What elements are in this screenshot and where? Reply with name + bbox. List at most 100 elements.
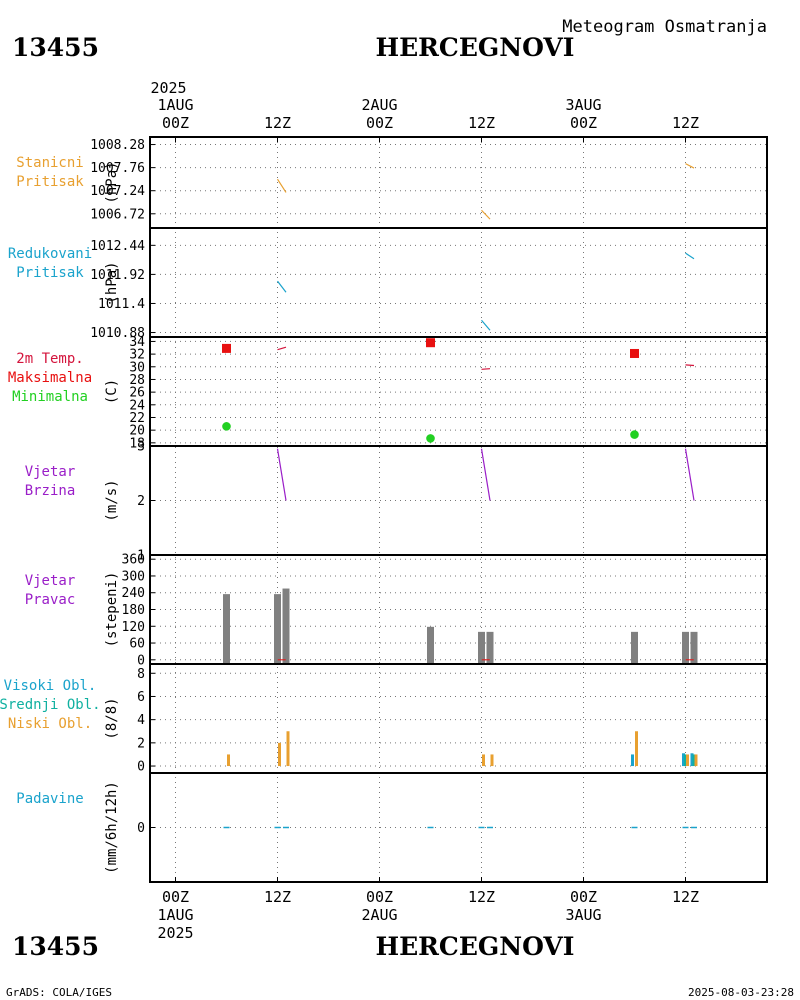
top-axis-date-label: 2AUG bbox=[361, 96, 397, 114]
cloud-bar bbox=[278, 742, 281, 767]
y-tick-label: 240 bbox=[122, 586, 145, 601]
max-temp-marker bbox=[630, 348, 639, 358]
panel-unit-label: (hPa) bbox=[104, 161, 120, 203]
series-line-segment bbox=[685, 364, 695, 367]
y-tick-label: 360 bbox=[122, 553, 145, 568]
panel-label: Padavine bbox=[16, 791, 83, 807]
bottom-axis-date-label: 1AUG bbox=[157, 906, 193, 924]
wind-direction-bar bbox=[427, 626, 434, 664]
panel-label: Maksimalna bbox=[8, 370, 92, 386]
y-tick-label: 0 bbox=[137, 760, 145, 775]
top-axis-year-label: 2025 bbox=[150, 79, 186, 97]
wind-direction-bar bbox=[478, 631, 485, 664]
max-temp-marker bbox=[426, 338, 435, 348]
max-temp-marker bbox=[222, 343, 231, 353]
y-tick-label: 60 bbox=[129, 637, 145, 652]
cloud-bar bbox=[682, 753, 685, 767]
y-tick-label: 120 bbox=[122, 620, 145, 635]
series-line-segment bbox=[481, 319, 491, 331]
top-axis-date-label: 1AUG bbox=[157, 96, 193, 114]
series-line-segment bbox=[277, 280, 287, 293]
wind-direction-bar bbox=[223, 594, 230, 664]
y-tick-label: 1011.92 bbox=[90, 268, 145, 283]
bottom-axis-date-label: 2AUG bbox=[361, 906, 397, 924]
series-line-segment bbox=[481, 209, 491, 220]
y-tick-label: 34 bbox=[129, 335, 145, 350]
wind-direction-bar bbox=[486, 631, 494, 664]
bottom-axis-year-label: 2025 bbox=[157, 924, 193, 942]
y-tick-label: 1007.76 bbox=[90, 161, 145, 176]
cloud-bar bbox=[692, 754, 696, 767]
panel-label: Minimalna bbox=[12, 389, 88, 405]
y-tick-label: 1008.28 bbox=[90, 138, 145, 153]
footer-timestamp: 2025-08-03-23:28 bbox=[688, 986, 794, 999]
cloud-bar bbox=[684, 754, 687, 767]
panel-label: Redukovani bbox=[8, 246, 92, 262]
y-tick-label: 3 bbox=[137, 440, 145, 455]
y-tick-label: 26 bbox=[129, 386, 145, 401]
series-line-segment bbox=[276, 448, 287, 501]
cloud-bar bbox=[631, 754, 634, 767]
wind-direction-bar bbox=[282, 588, 290, 664]
panel-temperature: 2m Temp. Maksimalna Minimalna (C) 3432302826… bbox=[8, 335, 767, 451]
panel-label: Pritisak bbox=[16, 174, 84, 190]
y-tick-label: 28 bbox=[129, 373, 145, 388]
y-tick-label: 2 bbox=[137, 736, 145, 751]
cloud-bar bbox=[482, 754, 485, 767]
y-tick-label: 4 bbox=[137, 713, 145, 728]
series-line-segment bbox=[480, 448, 491, 501]
y-tick-label: 8 bbox=[137, 667, 145, 682]
bottom-axis-date-label: 3AUG bbox=[565, 906, 601, 924]
panel-unit-label: (8/8) bbox=[104, 697, 120, 739]
y-tick-label: 18 bbox=[129, 436, 145, 451]
y-tick-label: 0 bbox=[137, 653, 145, 668]
station-name-top: HERCEGNOVI bbox=[375, 33, 574, 62]
cloud-bar bbox=[635, 731, 638, 767]
top-axis-hour-label: 12Z bbox=[264, 114, 291, 132]
y-tick-label: 1 bbox=[137, 549, 145, 564]
y-tick-label: 22 bbox=[129, 411, 145, 426]
top-axis-date-label: 3AUG bbox=[565, 96, 601, 114]
bottom-axis-hour-label: 12Z bbox=[468, 888, 495, 906]
series-line-segment bbox=[277, 346, 287, 351]
panel-label: Visoki Obl. bbox=[4, 678, 97, 694]
y-tick-label: 1012.44 bbox=[90, 239, 145, 254]
bottom-axis-hour-label: 12Z bbox=[672, 888, 699, 906]
cloud-bar bbox=[490, 754, 494, 767]
panel-label: Brzina bbox=[25, 483, 76, 499]
panel-unit-label: (hPa) bbox=[104, 261, 120, 303]
min-temp-marker bbox=[426, 434, 435, 443]
top-axis-hour-label: 00Z bbox=[366, 114, 393, 132]
panel-unit-label: (m/s) bbox=[104, 479, 120, 521]
min-temp-marker bbox=[630, 430, 639, 439]
y-tick-label: 1007.24 bbox=[90, 184, 145, 199]
top-axis-hour-label: 00Z bbox=[162, 114, 189, 132]
station-name-bottom: HERCEGNOVI bbox=[375, 932, 574, 961]
bottom-axis-hour-label: 00Z bbox=[570, 888, 597, 906]
panel-label: Vjetar bbox=[25, 464, 76, 480]
bottom-axis-hour-label: 12Z bbox=[264, 888, 291, 906]
wind-direction-bar bbox=[682, 631, 689, 664]
y-tick-label: 20 bbox=[129, 424, 145, 439]
wind-direction-bar bbox=[274, 594, 281, 664]
series-line-segment bbox=[276, 178, 287, 193]
panel-station_pressure: Stanicni Pritisak (hPa) 1008.28 1007.76 1007.… bbox=[16, 138, 767, 222]
plot-frame bbox=[149, 136, 768, 883]
y-tick-label: 24 bbox=[129, 398, 145, 413]
y-tick-label: 30 bbox=[129, 360, 145, 375]
station-id-top: 13455 bbox=[12, 33, 99, 62]
series-line-segment bbox=[685, 163, 695, 169]
wind-direction-bar bbox=[631, 631, 638, 664]
cloud-bar bbox=[686, 754, 689, 767]
panel-unit-label: (stepeni) bbox=[104, 572, 120, 648]
panel-reduced_pressure: Redukovani Pritisak (hPa) 1012.44 1011.92 101… bbox=[8, 239, 767, 341]
panel-label: Vjetar bbox=[25, 573, 76, 589]
y-tick-label: 0 bbox=[137, 821, 145, 836]
panel-label: Srednji Obl. bbox=[0, 697, 101, 713]
y-tick-label: 1006.72 bbox=[90, 207, 145, 222]
station-id-bottom: 13455 bbox=[12, 932, 99, 961]
chart-subtitle: Meteogram Osmatranja bbox=[562, 17, 767, 37]
y-tick-label: 1010.88 bbox=[90, 326, 145, 341]
